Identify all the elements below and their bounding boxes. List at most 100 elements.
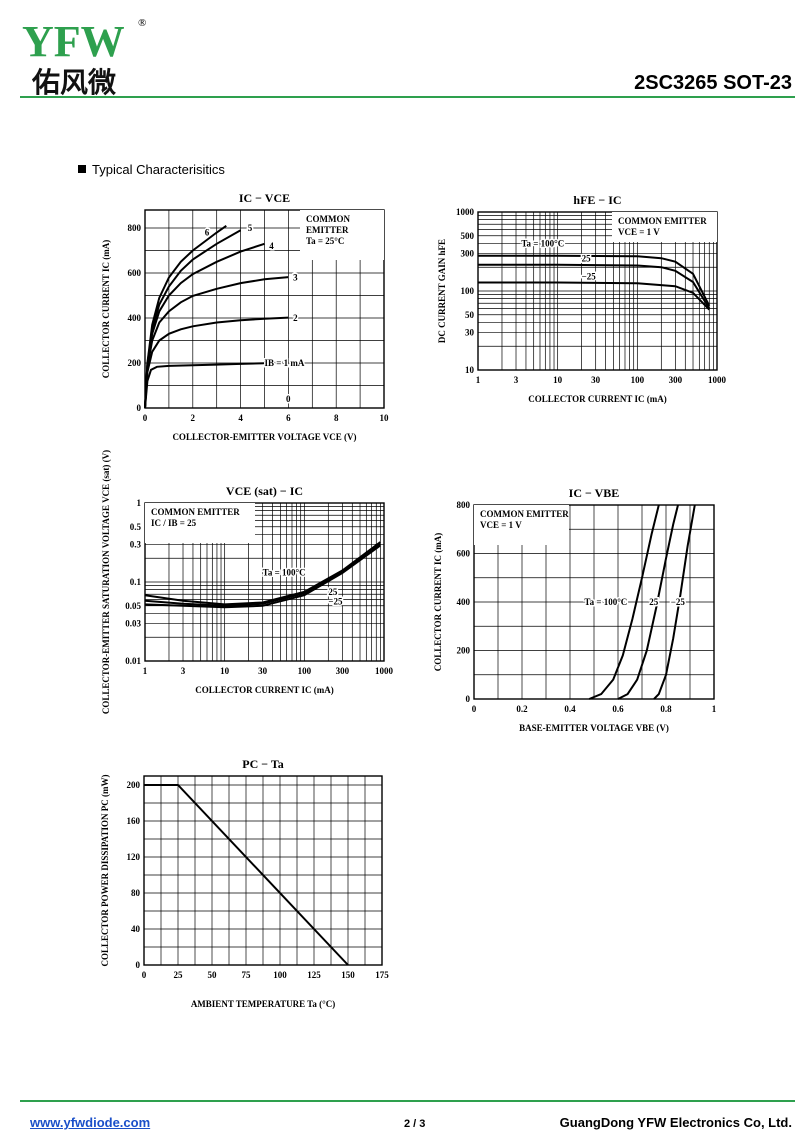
x-tick-label: 1 [476, 375, 481, 385]
y-tick-label: 0 [466, 694, 471, 704]
chart-frame [144, 209, 385, 409]
series-label: 25 [328, 587, 338, 597]
logo-chinese-text: 佑风微 [31, 67, 116, 98]
series-line [144, 544, 381, 609]
y-tick-label: 300 [461, 248, 475, 258]
x-tick-label: 3 [181, 666, 186, 676]
chart-frame [477, 211, 718, 371]
series-label: Ta = 100°C [584, 597, 627, 607]
x-tick-label: 0 [143, 413, 148, 423]
part-number: 2SC3265 SOT-23 [634, 72, 792, 94]
x-tick-label: 150 [341, 970, 355, 980]
y-tick-label: 120 [127, 852, 141, 862]
y-tick-label: 0.3 [130, 539, 142, 549]
chart-note-background [474, 505, 569, 545]
y-tick-label: 100 [461, 286, 475, 296]
chart-note-line: IC / IB = 25 [151, 518, 197, 528]
chart-frame [473, 504, 715, 700]
x-tick-label: 75 [242, 970, 252, 980]
chart-note-line: EMITTER [306, 225, 349, 235]
x-tick-label: 0.6 [612, 704, 624, 714]
series-label: 5 [248, 223, 253, 233]
chart-note-line: COMMON EMITTER [618, 216, 707, 226]
y-tick-label: 600 [128, 268, 142, 278]
bullet-square-icon [78, 165, 86, 173]
chart-note-line: VCE = 1 V [618, 227, 660, 237]
y-tick-label: 0.05 [125, 601, 141, 611]
x-tick-label: 175 [375, 970, 389, 980]
series-label: 6 [205, 228, 210, 238]
y-tick-label: 200 [128, 358, 142, 368]
series-line [144, 543, 381, 607]
series-line [144, 224, 227, 409]
x-tick-label: 300 [669, 375, 683, 385]
x-tick-label: 4 [238, 413, 243, 423]
x-axis-label: COLLECTOR CURRENT IC (mA) [195, 685, 333, 695]
y-axis-label: DC CURRENT GAIN hFE [437, 239, 447, 343]
series-line [617, 504, 679, 700]
footer-company-name: GuangDong YFW Electronics Co, Ltd. [559, 1115, 792, 1130]
x-tick-label: 0.8 [660, 704, 672, 714]
y-axis-label: COLLECTOR CURRENT IC (mA) [101, 240, 111, 378]
series-line [478, 254, 711, 307]
series-label: −25 [328, 596, 343, 606]
chart-note-background [612, 212, 717, 242]
x-tick-label: 10 [220, 666, 230, 676]
series-label: −25 [582, 272, 597, 282]
chart-note-background [145, 503, 255, 543]
y-tick-label: 0 [136, 960, 141, 970]
chart-note-line: COMMON EMITTER [480, 509, 569, 519]
y-tick-label: 400 [128, 313, 142, 323]
chart-frame [144, 502, 385, 662]
y-axis-label: COLLECTOR CURRENT IC (mA) [433, 533, 443, 671]
x-axis-label: AMBIENT TEMPERATURE Ta (°C) [191, 999, 335, 1009]
y-tick-label: 30 [465, 327, 475, 337]
footer-website-link[interactable]: www.yfwdiode.com [30, 1115, 151, 1130]
series-label: 3 [293, 273, 298, 283]
series-line [588, 504, 660, 700]
series-line [144, 361, 289, 409]
section-title: Typical Characterisitics [78, 162, 225, 177]
x-tick-label: 125 [307, 970, 321, 980]
chart-title: hFE − IC [573, 193, 621, 207]
y-tick-label: 600 [457, 549, 471, 559]
y-tick-label: 0.03 [125, 618, 141, 628]
y-tick-label: 80 [131, 888, 141, 898]
series-line [478, 263, 711, 310]
y-tick-label: 400 [457, 597, 471, 607]
x-tick-label: 1000 [375, 666, 394, 676]
y-tick-label: 160 [127, 816, 141, 826]
logo-text: YFW [22, 17, 125, 66]
x-tick-label: 50 [208, 970, 218, 980]
y-tick-label: 0 [137, 403, 142, 413]
y-tick-label: 500 [461, 231, 475, 241]
series-label: 25 [582, 254, 592, 264]
x-tick-label: 0 [142, 970, 147, 980]
x-tick-label: 1 [143, 666, 148, 676]
y-tick-label: 200 [127, 780, 141, 790]
x-tick-label: 1 [712, 704, 717, 714]
x-axis-label: BASE-EMITTER VOLTAGE VBE (V) [519, 723, 669, 733]
x-tick-label: 0 [472, 704, 477, 714]
x-tick-label: 30 [258, 666, 268, 676]
chart-note-line: COMMON EMITTER [151, 507, 240, 517]
series-line [144, 316, 289, 409]
chart-title: VCE (sat) − IC [226, 484, 303, 498]
x-tick-label: 0.4 [564, 704, 576, 714]
section-title-text: Typical Characterisitics [92, 162, 225, 177]
y-tick-label: 200 [457, 646, 471, 656]
chart-note-background [300, 210, 384, 260]
x-tick-label: 10 [553, 375, 563, 385]
x-tick-label: 0.2 [516, 704, 528, 714]
x-tick-label: 8 [334, 413, 339, 423]
series-line [478, 281, 711, 311]
x-tick-label: 100 [631, 375, 645, 385]
x-tick-label: 100 [273, 970, 287, 980]
series-label: IB = 1 mA [265, 358, 305, 368]
y-tick-label: 800 [128, 223, 142, 233]
chart-pc-ta: 0 25 50 75 100 125 150 175 0 40 80 120 160 200 PC − Ta… [100, 757, 389, 1009]
